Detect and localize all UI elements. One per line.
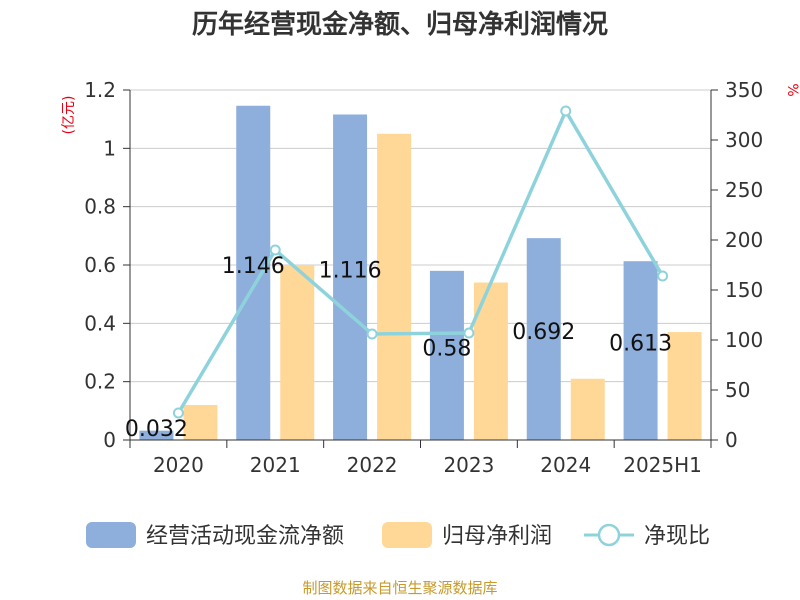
data-label: 1.116	[319, 258, 382, 283]
x-tick-label: 2021	[250, 453, 301, 477]
x-tick-label: 2024	[540, 453, 591, 477]
bar-cashflow	[236, 105, 271, 440]
data-label: 1.146	[222, 254, 285, 279]
ratio-line-path	[176, 107, 665, 414]
axes: 0 0.2 0.4 0.6 0.8 1 1.2 0 50 100 150 200 250 300 350 (亿…	[61, 78, 800, 477]
bar-netprofit	[667, 332, 702, 440]
y-right-tick-label: 50	[725, 378, 750, 402]
y-left-tick-label: 0.2	[84, 370, 116, 394]
y-right-tick-label: 150	[725, 278, 763, 302]
y-left-tick-label: 0.8	[84, 195, 116, 219]
source-note: 制图数据来自恒生聚源数据库	[302, 579, 497, 597]
y-left-unit: (亿元)	[61, 96, 77, 135]
data-label: 0.692	[512, 320, 575, 345]
legend-marker	[597, 523, 621, 547]
legend: 经营活动现金流净额 归母净利润 净现比	[86, 522, 710, 549]
bar-cashflow	[139, 430, 174, 440]
bar-netprofit	[183, 405, 218, 440]
y-left-tick-label: 0.6	[84, 253, 116, 277]
bar-netprofit	[280, 265, 315, 440]
ratio-point	[366, 328, 378, 340]
y-right-unit: %	[784, 83, 800, 96]
legend-label: 归母净利润	[442, 524, 552, 549]
chart-title: 历年经营现金净额、归母净利润情况	[192, 9, 608, 40]
x-tick-label: 2020	[153, 453, 204, 477]
bar-cashflow	[429, 270, 464, 440]
ratio-point	[269, 244, 281, 256]
data-label: 0.58	[422, 336, 471, 361]
bar-netprofit	[570, 378, 605, 440]
y-left-tick-label: 1.2	[84, 78, 116, 102]
bar-netprofit	[377, 133, 412, 440]
y-left-tick-label: 1	[103, 136, 116, 160]
bar-cashflow	[526, 238, 561, 440]
grid-lines	[130, 89, 711, 441]
legend-label: 经营活动现金流净额	[146, 524, 344, 549]
ratio-point	[560, 105, 572, 117]
ratio-point	[657, 270, 669, 282]
ratio-point	[463, 327, 475, 339]
y-right-tick-label: 0	[725, 428, 738, 452]
y-right-tick-label: 250	[725, 178, 763, 202]
legend-label: 净现比	[644, 524, 710, 549]
bar-cashflow	[333, 114, 368, 440]
data-label: 0.613	[609, 332, 672, 357]
bar-cashflow	[623, 261, 658, 440]
x-tick-label: 2023	[443, 453, 494, 477]
bars	[139, 105, 702, 440]
y-left-tick-label: 0.4	[84, 311, 116, 335]
y-right-tick-label: 100	[725, 328, 763, 352]
y-right-tick-label: 350	[725, 78, 763, 102]
legend-swatch	[86, 522, 136, 548]
x-tick-label: 2022	[347, 453, 398, 477]
data-label: 0.032	[125, 417, 188, 442]
data-labels: 0.032 1.146 1.116 0.58 0.692 0.613	[125, 254, 672, 442]
ratio-point	[172, 407, 184, 419]
y-right-tick-label: 200	[725, 228, 763, 252]
ratio-line	[172, 105, 669, 419]
y-right-tick-label: 300	[725, 128, 763, 152]
legend-swatch	[382, 522, 432, 548]
x-tick-label: 2025H1	[623, 453, 702, 477]
y-left-tick-label: 0	[103, 428, 116, 452]
